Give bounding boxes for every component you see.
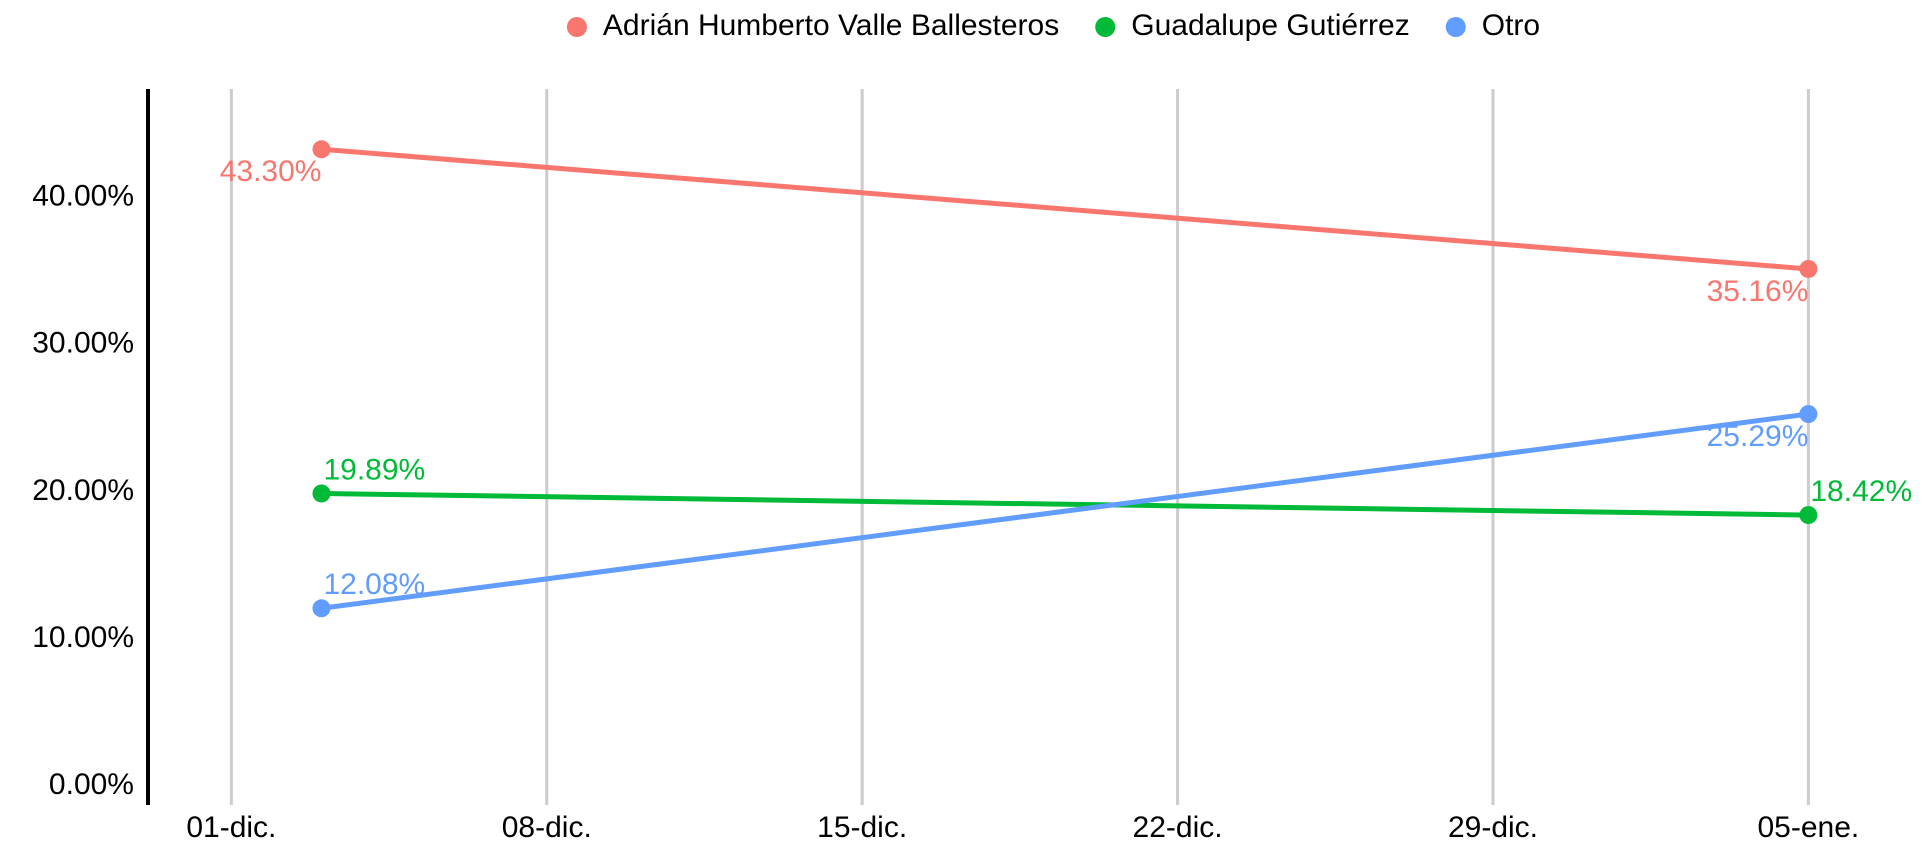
y-tick-label: 30.00% (32, 327, 134, 360)
data-label: 12.08% (323, 568, 425, 601)
x-tick-label: 15-dic. (817, 811, 907, 844)
y-tick-label: 40.00% (32, 180, 134, 213)
data-label: 35.16% (1707, 275, 1809, 308)
x-tick-label: 05-ene. (1758, 811, 1860, 844)
legend-label: Adrián Humberto Valle Ballesteros (603, 9, 1059, 42)
series-line (321, 490, 1809, 518)
legend-marker (1445, 17, 1466, 37)
series-line (321, 411, 1809, 611)
legend-marker (1095, 17, 1116, 37)
point (312, 599, 331, 618)
legend-marker (566, 17, 587, 37)
series-line (321, 146, 1809, 272)
data-label: 18.42% (1810, 475, 1912, 508)
x-tick-label: 01-dic. (186, 811, 276, 844)
point (1799, 259, 1818, 278)
x-tick-label: 22-dic. (1133, 811, 1223, 844)
y-tick-label: 20.00% (32, 474, 134, 507)
point (1799, 405, 1818, 424)
y-tick-label: 0.00% (49, 768, 134, 801)
point (312, 140, 331, 159)
data-label: 25.29% (1707, 420, 1809, 453)
data-label: 19.89% (323, 453, 425, 486)
y-tick-label: 10.00% (32, 621, 134, 654)
x-tick-label: 08-dic. (502, 811, 592, 844)
legend-label: Otro (1482, 9, 1540, 42)
x-tick-label: 29-dic. (1448, 811, 1538, 844)
point (1799, 506, 1818, 525)
point (312, 484, 331, 503)
data-label: 43.30% (220, 155, 322, 188)
legend-label: Guadalupe Gutiérrez (1131, 9, 1410, 42)
